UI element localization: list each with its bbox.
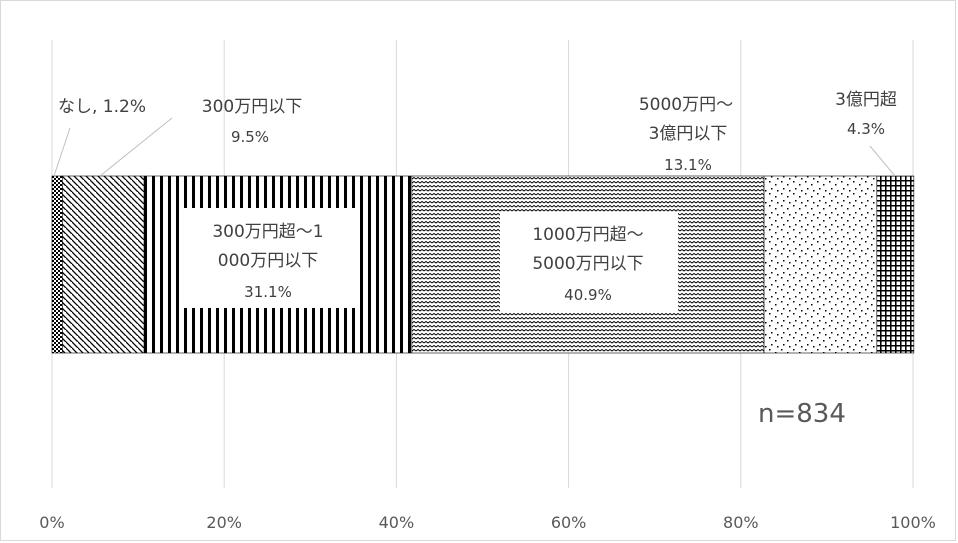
sample-size-note: n=834 xyxy=(758,399,846,429)
leader-line xyxy=(869,145,896,177)
x-tick-label: 20% xyxy=(206,513,242,532)
data-label: 1000万円超～ xyxy=(532,225,643,245)
leader-line xyxy=(53,127,71,177)
data-label: 300万円超～1 xyxy=(212,222,323,242)
x-tick-label: 40% xyxy=(379,513,415,532)
x-tick-label: 0% xyxy=(39,513,64,532)
data-label: 13.1% xyxy=(664,156,712,174)
leader-line xyxy=(99,117,173,177)
data-label: 3億円超 xyxy=(835,90,897,110)
data-label: 5000万円～ xyxy=(639,95,733,115)
data-label: 000万円以下 xyxy=(218,251,318,271)
data-label: 4.3% xyxy=(847,120,885,138)
data-label: 5000万円以下 xyxy=(532,254,643,274)
bar-segment xyxy=(62,175,145,354)
label-background xyxy=(500,212,678,312)
bar-segment xyxy=(763,175,878,354)
bar-segment xyxy=(876,175,915,354)
data-label: 300万円以下 xyxy=(202,97,302,117)
data-label: 31.1% xyxy=(244,283,292,301)
bar-segment xyxy=(51,175,63,354)
x-tick-label: 60% xyxy=(551,513,587,532)
x-tick-label: 100% xyxy=(890,513,936,532)
label-background xyxy=(180,208,358,308)
data-label: 9.5% xyxy=(231,128,269,146)
data-label: なし, 1.2% xyxy=(58,97,146,117)
data-label: 40.9% xyxy=(564,286,612,304)
data-label: 3億円以下 xyxy=(649,124,728,144)
x-tick-label: 80% xyxy=(723,513,759,532)
